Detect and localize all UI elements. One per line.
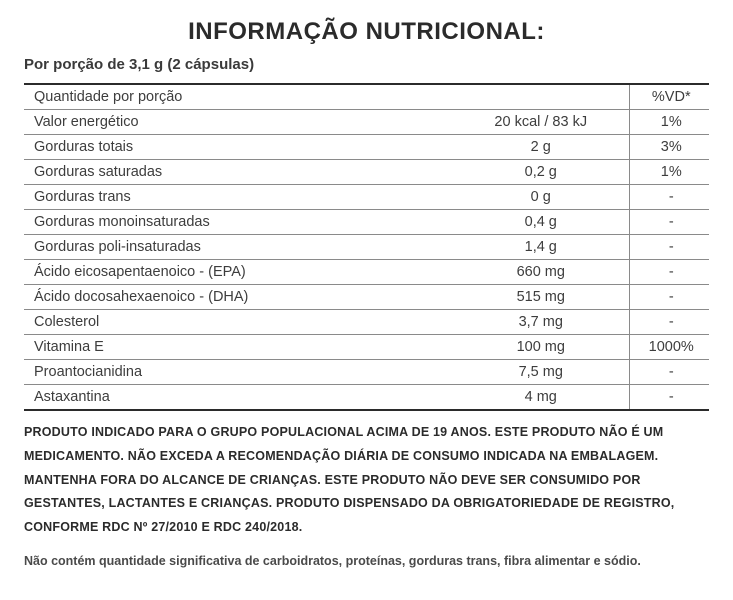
row-value: 3,7 mg [449, 310, 629, 335]
row-label: Gorduras monoinsaturadas [24, 210, 449, 235]
row-value: 0 g [449, 185, 629, 210]
serving-size: Por porção de 3,1 g (2 cápsulas) [24, 56, 709, 73]
table-row: Colesterol3,7 mg- [24, 310, 709, 335]
row-label: Valor energético [24, 110, 449, 135]
row-value: 0,2 g [449, 160, 629, 185]
row-vd: 1000% [629, 335, 709, 360]
row-vd: - [629, 360, 709, 385]
row-value: 100 mg [449, 335, 629, 360]
table-row: Astaxantina4 mg- [24, 385, 709, 411]
table-row: Gorduras monoinsaturadas0,4 g- [24, 210, 709, 235]
table-row: Valor energético20 kcal / 83 kJ1% [24, 110, 709, 135]
row-value: 660 mg [449, 260, 629, 285]
table-header-row: Quantidade por porção %VD* [24, 84, 709, 110]
row-value: 2 g [449, 135, 629, 160]
row-vd: 1% [629, 110, 709, 135]
table-row: Ácido eicosapentaenoico - (EPA)660 mg- [24, 260, 709, 285]
row-vd: - [629, 210, 709, 235]
table-row: Gorduras poli-insaturadas1,4 g- [24, 235, 709, 260]
table-row: Vitamina E100 mg1000% [24, 335, 709, 360]
footnote-text: Não contém quantidade significativa de c… [24, 554, 709, 568]
row-label: Proantocianidina [24, 360, 449, 385]
table-row: Gorduras saturadas0,2 g1% [24, 160, 709, 185]
row-label: Gorduras saturadas [24, 160, 449, 185]
row-vd: - [629, 310, 709, 335]
row-label: Ácido docosahexaenoico - (DHA) [24, 285, 449, 310]
header-vd: %VD* [629, 84, 709, 110]
row-value: 20 kcal / 83 kJ [449, 110, 629, 135]
row-value: 1,4 g [449, 235, 629, 260]
row-label: Gorduras trans [24, 185, 449, 210]
row-value: 515 mg [449, 285, 629, 310]
row-label: Ácido eicosapentaenoico - (EPA) [24, 260, 449, 285]
header-label: Quantidade por porção [24, 84, 449, 110]
row-vd: - [629, 385, 709, 411]
row-label: Gorduras poli-insaturadas [24, 235, 449, 260]
row-vd: 1% [629, 160, 709, 185]
row-label: Astaxantina [24, 385, 449, 411]
row-label: Colesterol [24, 310, 449, 335]
table-row: Proantocianidina7,5 mg- [24, 360, 709, 385]
table-row: Gorduras totais2 g3% [24, 135, 709, 160]
row-value: 0,4 g [449, 210, 629, 235]
row-value: 4 mg [449, 385, 629, 411]
disclaimer-text: PRODUTO INDICADO PARA O GRUPO POPULACION… [24, 421, 709, 540]
row-vd: - [629, 285, 709, 310]
header-value [449, 84, 629, 110]
row-vd: - [629, 260, 709, 285]
row-vd: - [629, 185, 709, 210]
row-label: Gorduras totais [24, 135, 449, 160]
page-title: INFORMAÇÃO NUTRICIONAL: [24, 18, 709, 46]
row-vd: - [629, 235, 709, 260]
table-row: Gorduras trans0 g- [24, 185, 709, 210]
table-row: Ácido docosahexaenoico - (DHA)515 mg- [24, 285, 709, 310]
row-label: Vitamina E [24, 335, 449, 360]
nutrition-table: Quantidade por porção %VD* Valor energét… [24, 83, 709, 411]
row-vd: 3% [629, 135, 709, 160]
row-value: 7,5 mg [449, 360, 629, 385]
